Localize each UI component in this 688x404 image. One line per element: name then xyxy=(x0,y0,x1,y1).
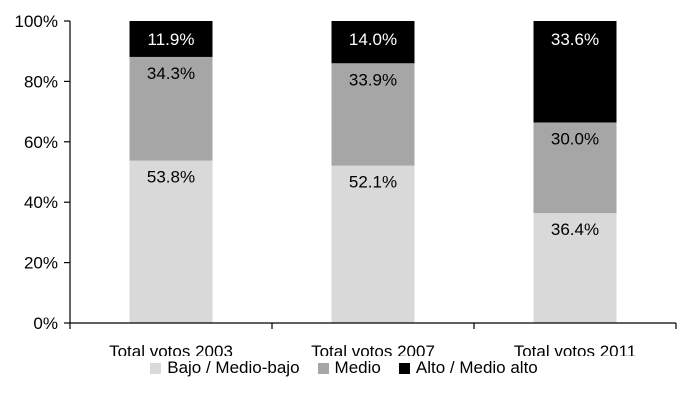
data-label: 30.0% xyxy=(551,129,599,148)
y-tick-label: 20% xyxy=(24,254,58,273)
legend-label: Medio xyxy=(334,358,381,377)
legend-item: Medio xyxy=(317,358,381,378)
data-label: 33.6% xyxy=(551,30,599,49)
y-tick-label: 80% xyxy=(24,72,58,91)
bar-segment xyxy=(129,56,213,161)
legend-swatch xyxy=(150,362,162,374)
bar-segment xyxy=(331,63,415,166)
data-label: 14.0% xyxy=(349,30,397,49)
bar-segment xyxy=(533,213,617,323)
data-label: 36.4% xyxy=(551,220,599,239)
y-tick-label: 60% xyxy=(24,133,58,152)
x-category-label: Total votos 2003 xyxy=(109,342,233,356)
x-axis: Total votos 2003 Total votos 2007 Total vo… xyxy=(69,322,677,356)
bar-segment xyxy=(533,122,617,214)
legend-swatch xyxy=(317,362,329,374)
legend-swatch xyxy=(398,362,410,374)
bar-segment xyxy=(533,21,617,123)
y-tick-label: 40% xyxy=(24,193,58,212)
bar-segment xyxy=(129,21,213,57)
y-tick-label: 100% xyxy=(15,12,58,31)
y-tick-label: 0% xyxy=(33,314,58,333)
legend: Bajo / Medio-bajo Medio Alto / Medio alto xyxy=(0,356,688,380)
data-label: 34.3% xyxy=(147,64,195,83)
data-label: 53.8% xyxy=(147,168,195,187)
bar-segment xyxy=(331,165,415,323)
data-label: 33.9% xyxy=(349,70,397,89)
bar-segment xyxy=(129,160,213,323)
data-label: 11.9% xyxy=(148,30,195,49)
data-label: 52.1% xyxy=(349,173,397,192)
x-category-label: Total votos 2011 xyxy=(514,342,637,356)
y-axis: 0% 20% 40% 60% 80% 100% xyxy=(15,12,71,333)
legend-item: Bajo / Medio-bajo xyxy=(150,358,300,378)
stacked-bar-chart: 0% 20% 40% 60% 80% 100% 53.8% 34.3% 11.9% 52.1% 3… xyxy=(15,12,677,356)
bar-segment xyxy=(331,21,415,64)
legend-label: Alto / Medio alto xyxy=(415,358,538,377)
legend-item: Alto / Medio alto xyxy=(398,358,538,378)
legend-label: Bajo / Medio-bajo xyxy=(167,358,300,377)
x-category-label: Total votos 2007 xyxy=(311,342,435,356)
bars: 53.8% 34.3% 11.9% 52.1% 33.9% 14.0% 36.4% 30.0%… xyxy=(129,21,617,323)
